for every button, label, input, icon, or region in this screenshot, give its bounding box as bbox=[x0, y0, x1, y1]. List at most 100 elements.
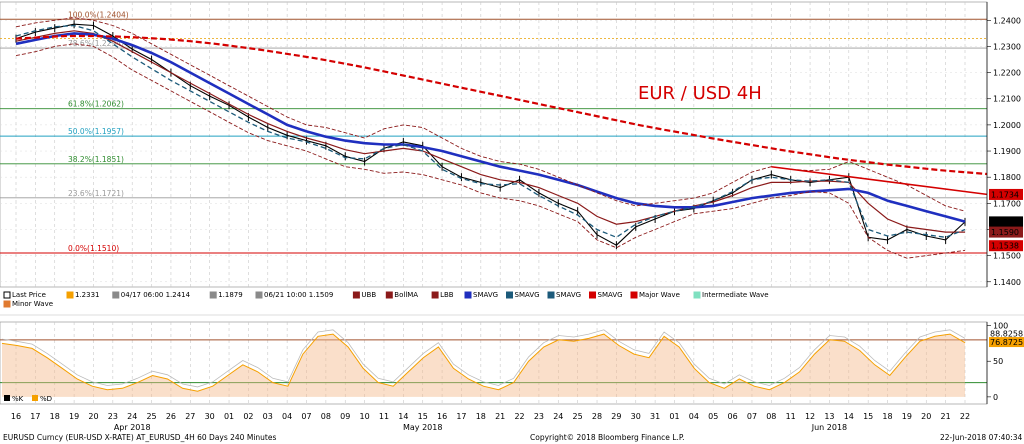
x-month-label: May 2018 bbox=[403, 423, 442, 432]
fib-label: 50.0%(1.1957) bbox=[68, 127, 124, 136]
x-day-label: 19 bbox=[902, 412, 912, 421]
x-day-label: 03 bbox=[263, 412, 273, 421]
legend-item: 06/21 10:00 1.1509 bbox=[264, 291, 333, 299]
x-day-label: 05 bbox=[708, 412, 718, 421]
x-day-label: 04 bbox=[689, 412, 699, 421]
axes: 16 17 18 19 20 23 24 25 26 27 30 01 02 03 04 07 08 09 10 11… bbox=[11, 2, 1024, 432]
price-tick-label: 1.1500 bbox=[993, 252, 1021, 261]
x-day-label: 16 bbox=[11, 412, 21, 421]
legend-swatch bbox=[112, 291, 120, 299]
price-panel-frame bbox=[0, 1, 988, 288]
price-tag: 1.1538 bbox=[991, 242, 1019, 251]
x-day-label: 07 bbox=[747, 412, 757, 421]
x-day-label: 07 bbox=[301, 412, 311, 421]
x-day-label: 17 bbox=[456, 412, 466, 421]
price-tick-label: 1.2300 bbox=[993, 42, 1021, 51]
legend-swatch bbox=[66, 291, 74, 299]
fib-label: 100.0%(1.2404) bbox=[68, 10, 129, 19]
price-tag: 1.1734 bbox=[991, 190, 1019, 199]
x-day-label: 11 bbox=[786, 412, 796, 421]
price-tick-label: 1.1700 bbox=[993, 199, 1021, 208]
x-day-label: 28 bbox=[592, 412, 602, 421]
x-day-label: 21 bbox=[941, 412, 951, 421]
fib-label: 61.8%(1.2062) bbox=[68, 100, 124, 109]
x-day-label: 27 bbox=[185, 412, 195, 421]
price-tag: 1.1590 bbox=[991, 228, 1019, 237]
x-day-label: 31 bbox=[650, 412, 660, 421]
osc-tick-label: 50 bbox=[993, 357, 1003, 366]
series-smavg-blue- bbox=[15, 32, 966, 223]
osc-area bbox=[2, 334, 965, 397]
legend-swatch bbox=[464, 291, 472, 299]
legend-swatch bbox=[255, 291, 263, 299]
fib-label: 38.2%(1.1851) bbox=[68, 155, 124, 164]
x-day-label: 21 bbox=[495, 412, 505, 421]
legend-swatch bbox=[3, 300, 11, 308]
x-day-label: 23 bbox=[108, 412, 118, 421]
series-smavg-red-dashed- bbox=[15, 34, 988, 176]
x-day-label: 09 bbox=[340, 412, 350, 421]
x-day-label: 10 bbox=[360, 412, 370, 421]
legend-item: BollMA bbox=[394, 291, 418, 299]
series-smavg-dashed- bbox=[15, 24, 966, 239]
osc-tick-label: 0 bbox=[993, 393, 998, 402]
legend-item: Minor Wave bbox=[12, 300, 53, 308]
x-month-label: Jun 2018 bbox=[811, 423, 847, 432]
osc-legend-item: %D bbox=[40, 395, 52, 403]
price-tag-bg bbox=[989, 226, 1023, 238]
series-bollma bbox=[15, 30, 965, 233]
x-day-label: 29 bbox=[611, 412, 621, 421]
osc-tag-bg bbox=[989, 328, 1024, 339]
price-tick-label: 1.1900 bbox=[993, 147, 1021, 156]
series-major-wave bbox=[771, 165, 988, 196]
grid bbox=[0, 1, 1024, 405]
legend-bg bbox=[0, 290, 660, 308]
legend-swatch bbox=[385, 291, 393, 299]
x-day-label: 15 bbox=[418, 412, 428, 421]
legend-item: 1.1879 bbox=[218, 291, 243, 299]
x-day-label: 14 bbox=[844, 412, 854, 421]
osc-tag: 76.8725 bbox=[990, 338, 1023, 347]
osc-d-line bbox=[1, 333, 966, 392]
x-day-label: 17 bbox=[30, 412, 40, 421]
fib-label: 23.6%(1.1721) bbox=[68, 189, 124, 198]
x-day-label: 25 bbox=[146, 412, 156, 421]
price-tick-label: 1.1800 bbox=[993, 173, 1021, 182]
osc-tick-label: 100 bbox=[993, 322, 1008, 331]
x-month-label: Apr 2018 bbox=[114, 423, 151, 432]
x-day-label: 15 bbox=[863, 412, 873, 421]
fib-label: 0.0%(1.1510) bbox=[68, 244, 119, 253]
legend-item: SMAVG bbox=[598, 291, 623, 299]
x-day-label: 24 bbox=[127, 412, 137, 421]
legend-item: LBB bbox=[440, 291, 454, 299]
x-day-label: 04 bbox=[282, 412, 292, 421]
price-tag-bg bbox=[989, 188, 1023, 200]
series-ubb bbox=[15, 17, 966, 212]
footer-center: Copyright© 2018 Bloomberg Finance L.P. bbox=[530, 433, 685, 442]
osc-legend-swatch bbox=[32, 395, 38, 401]
x-day-label: 18 bbox=[476, 412, 486, 421]
x-day-label: 13 bbox=[824, 412, 834, 421]
osc-k-line bbox=[1, 329, 966, 388]
osc-tag-bg bbox=[989, 337, 1024, 348]
x-day-label: 23 bbox=[534, 412, 544, 421]
x-day-label: 11 bbox=[379, 412, 389, 421]
footer-left: EURUSD Curncy (EUR-USD X-RATE) AT_EURUSD… bbox=[3, 433, 276, 442]
chart-title: EUR / USD 4H bbox=[638, 83, 762, 104]
legend-swatch bbox=[3, 291, 11, 299]
x-day-label: 02 bbox=[243, 412, 253, 421]
price-tick-label: 1.2200 bbox=[993, 69, 1021, 78]
x-day-label: 19 bbox=[69, 412, 79, 421]
x-day-label: 08 bbox=[321, 412, 331, 421]
price-tag: 1.1629 bbox=[991, 218, 1019, 227]
footer-right: 22-Jun-2018 07:40:34 bbox=[940, 433, 1022, 442]
x-day-label: 01 bbox=[224, 412, 234, 421]
legend-item: SMAVG bbox=[473, 291, 498, 299]
legend-item: SMAVG bbox=[515, 291, 540, 299]
x-day-label: 30 bbox=[205, 412, 215, 421]
legend-swatch bbox=[506, 291, 513, 299]
fibonacci-levels: 100.0%(1.2404) 78.6%(1.2294) 61.8%(1.2062)… bbox=[0, 10, 987, 254]
osc-legend-item: %K bbox=[12, 395, 24, 403]
legend-swatch bbox=[209, 291, 217, 299]
